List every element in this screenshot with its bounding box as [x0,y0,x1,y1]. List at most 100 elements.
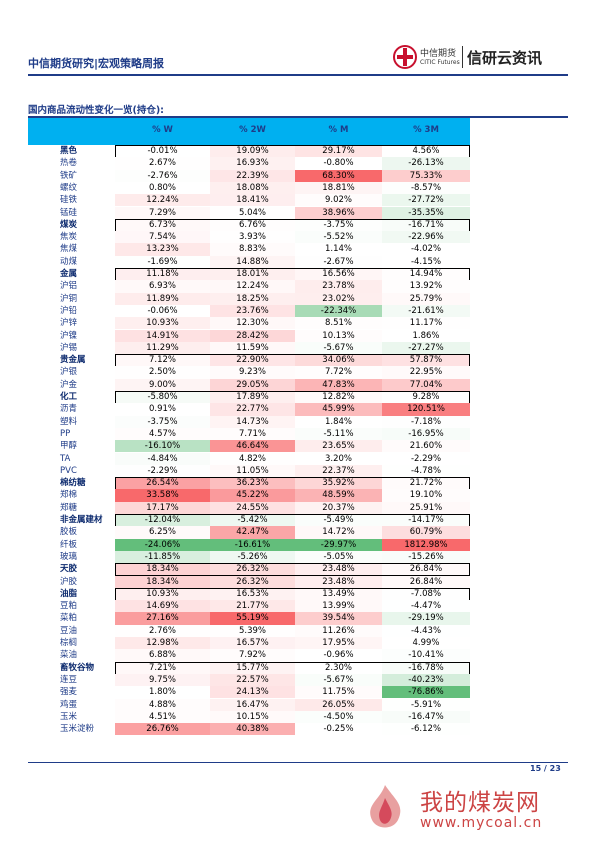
table-cell: 40.38% [210,723,295,736]
table-cell: -0.25% [295,723,382,736]
table-cell: 18.34% [115,575,210,588]
table-cell: 2.30% [295,661,382,674]
table-cell: -0.01% [115,145,210,158]
table-cell: -5.67% [295,673,382,687]
row-name: 沪金 [60,379,78,390]
table-cell: 55.19% [210,612,295,625]
row-name: 锰硅 [60,207,78,218]
row-name: 沪铝 [60,281,78,292]
table-cell: -4.78% [382,464,470,478]
table-cell: 0.80% [115,181,210,195]
table-cell: 10.93% [115,317,210,330]
row-name: 焦炭 [60,232,78,243]
table-cell: -22.34% [295,304,382,318]
row-name: PP [60,428,71,439]
table-cell: 24.13% [210,686,295,699]
row-name: 沥青 [60,404,78,415]
table-cell: 18.81% [295,181,382,195]
table-cell: -14.17% [382,514,470,527]
table-cell: 29.17% [295,145,382,158]
table-cell: -29.19% [382,612,470,625]
table-cell: 14.91% [115,329,210,342]
table-cell: 17.95% [295,637,382,650]
table-cell: -15.26% [382,550,470,564]
table-cell: -11.85% [115,550,210,564]
table-cell: 35.92% [295,477,382,490]
table-cell: 9.00% [115,378,210,391]
table-cell: -4.47% [382,600,470,613]
table-cell: -40.23% [382,673,470,687]
table-cell: 3.20% [295,452,382,465]
group-box [115,268,470,282]
table-cell: -4.84% [115,452,210,465]
table-cell: 9.23% [210,366,295,379]
table-cell: 7.54% [115,231,210,244]
group-box [115,477,470,491]
table-cell: 16.47% [210,698,295,711]
header-rule [28,74,568,76]
row-name: 畜牧谷物 [60,662,95,673]
table-cell: 7.72% [295,366,382,379]
table-cell: -16.78% [382,661,470,674]
table-cell: -6.12% [382,723,470,736]
row-name: 豆粕 [60,601,78,612]
table-cell: 21.60% [382,440,470,453]
table-cell: 23.76% [210,304,295,318]
group-box [115,661,470,675]
column-header: % 3M [413,125,439,135]
table-cell: 5.39% [210,624,295,637]
row-name: 螺纹 [60,182,78,193]
table-cell: -5.52% [295,231,382,244]
logo-cn: 中信期货 [420,49,457,59]
footer-rule [28,762,568,763]
table-cell: 2.67% [115,157,210,170]
table-cell: 46.64% [210,440,295,453]
table-cell: 6.88% [115,649,210,662]
row-name: 沪镍 [60,330,78,341]
row-name: 郑棉 [60,490,78,501]
table-cell: 4.99% [382,637,470,650]
table-cell: 22.37% [295,464,382,478]
table-cell: 16.93% [210,157,295,170]
table-cell: 11.59% [210,341,295,355]
table-cell: 48.59% [295,489,382,502]
table-cell: 14.88% [210,255,295,268]
table-cell: 4.56% [382,145,470,158]
table-cell: 16.57% [210,637,295,650]
table-cell: 26.54% [115,477,210,490]
table-cell: 11.89% [115,292,210,305]
table-cell: 6.76% [210,218,295,232]
table-cell: -16.47% [382,710,470,724]
table-cell: 6.73% [115,218,210,232]
watermark-url: www.mycoal.cn [420,815,543,831]
table-cell: 26.32% [210,575,295,588]
table-cell: 13.49% [295,587,382,601]
table-cell: 26.84% [382,563,470,576]
table-cell: 17.17% [115,501,210,514]
table-cell: 4.57% [115,427,210,441]
brand: 信研云资讯 [467,49,543,67]
row-name: 金属 [60,269,78,279]
watermark-icon [370,785,401,828]
row-name: 连豆 [60,674,78,685]
table-cell: 10.15% [210,710,295,724]
table-cell: 0.91% [115,403,210,416]
table-cell: -24.06% [115,538,210,551]
logo-divider [462,46,463,68]
table-cell: -3.75% [295,218,382,232]
table-cell: 38.96% [295,206,382,219]
table-cell: 26.76% [115,723,210,736]
table-cell: 22.95% [382,366,470,379]
table-cell: -5.67% [295,341,382,355]
table-cell: 7.12% [115,354,210,367]
table-cell: 42.47% [210,526,295,539]
row-name: 贵金属 [60,355,86,366]
table-cell: 26.05% [295,698,382,711]
table-cell: 23.78% [295,280,382,293]
group-box [115,587,470,602]
table-cell: -2.29% [115,464,210,478]
table-cell: 68.30% [295,169,382,182]
table-cell: 1.80% [115,686,210,699]
row-name: 鸡蛋 [60,699,78,710]
row-name: 沪胶 [60,576,78,587]
